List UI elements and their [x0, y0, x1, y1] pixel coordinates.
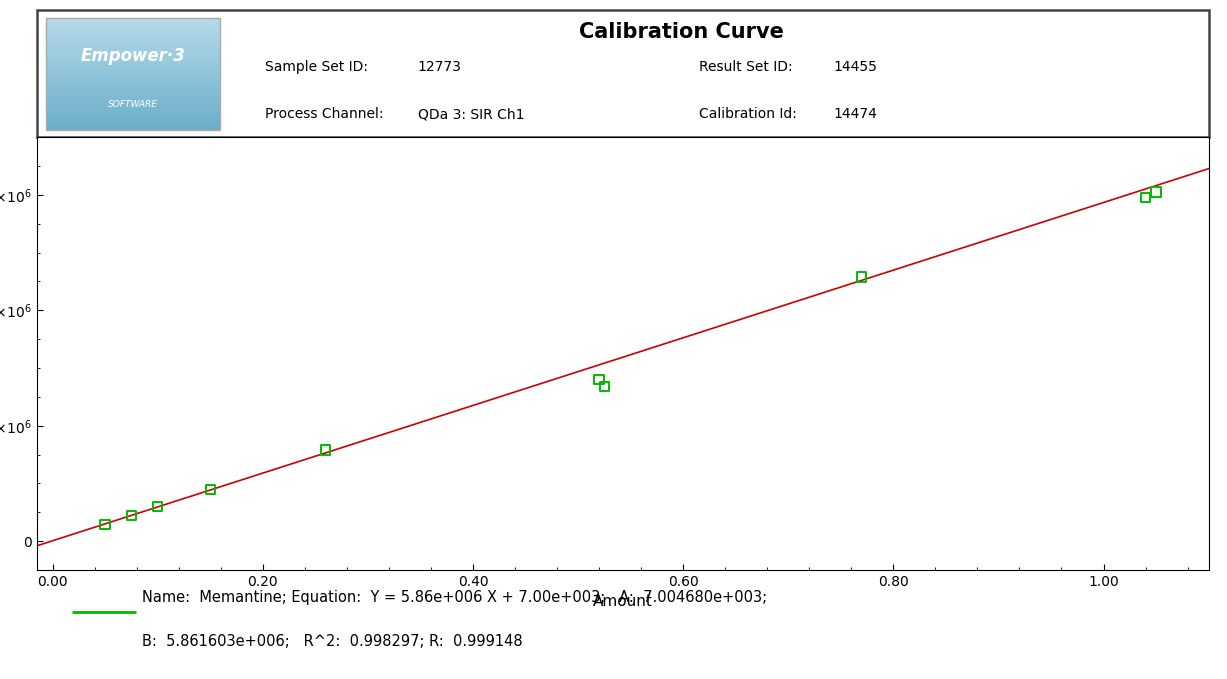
Text: 12773: 12773: [417, 60, 461, 74]
Bar: [47, 85, 220, 88]
Bar: [47, 74, 220, 77]
Bar: [47, 48, 220, 52]
Text: B:  5.861603e+006;   R^2:  0.998297; R:  0.999148: B: 5.861603e+006; R^2: 0.998297; R: 0.99…: [142, 634, 523, 648]
FancyBboxPatch shape: [37, 10, 1209, 137]
Bar: [47, 55, 220, 59]
Bar: [47, 18, 220, 22]
Point: [121, 510, 141, 521]
Point: [589, 374, 609, 385]
Bar: [47, 100, 220, 103]
X-axis label: Amount: Amount: [593, 594, 653, 610]
Text: Name:  Memantine; Equation:  Y = 5.86e+006 X + 7.00e+003;   A:  7.004680e+003;: Name: Memantine; Equation: Y = 5.86e+006…: [142, 590, 767, 605]
Bar: [47, 118, 220, 122]
Bar: [47, 111, 220, 115]
Bar: [47, 107, 220, 111]
Bar: [47, 37, 220, 40]
Text: Sample Set ID:: Sample Set ID:: [265, 60, 368, 74]
Bar: [47, 62, 220, 67]
Point: [595, 381, 615, 392]
Bar: [47, 29, 220, 33]
Point: [1136, 192, 1156, 203]
Bar: [47, 25, 220, 29]
Bar: [47, 126, 220, 130]
Text: SOFTWARE: SOFTWARE: [108, 100, 158, 109]
Text: Calibration Curve: Calibration Curve: [579, 22, 784, 42]
Bar: [47, 44, 220, 48]
Bar: [47, 67, 220, 70]
Bar: [47, 103, 220, 107]
Bar: [47, 22, 220, 25]
Point: [96, 519, 115, 530]
Text: Result Set ID:: Result Set ID:: [699, 60, 793, 74]
Bar: [47, 92, 220, 96]
Point: [200, 484, 220, 495]
Bar: [47, 33, 220, 37]
Point: [852, 272, 871, 282]
Bar: [47, 40, 220, 44]
Text: Empower·3: Empower·3: [81, 47, 185, 65]
Point: [147, 501, 167, 512]
Bar: [47, 122, 220, 126]
Text: Calibration Id:: Calibration Id:: [699, 107, 796, 122]
Point: [1146, 187, 1166, 198]
Text: 14455: 14455: [833, 60, 877, 74]
Bar: [47, 52, 220, 55]
Bar: [47, 96, 220, 100]
Bar: [47, 115, 220, 118]
Text: QDa 3: SIR Ch1: QDa 3: SIR Ch1: [417, 107, 524, 122]
Bar: [47, 77, 220, 81]
Bar: [47, 59, 220, 62]
Bar: [47, 88, 220, 92]
Text: Process Channel:: Process Channel:: [265, 107, 384, 122]
Bar: [47, 81, 220, 85]
Bar: [47, 70, 220, 74]
Text: 14474: 14474: [833, 107, 877, 122]
Point: [317, 445, 336, 456]
